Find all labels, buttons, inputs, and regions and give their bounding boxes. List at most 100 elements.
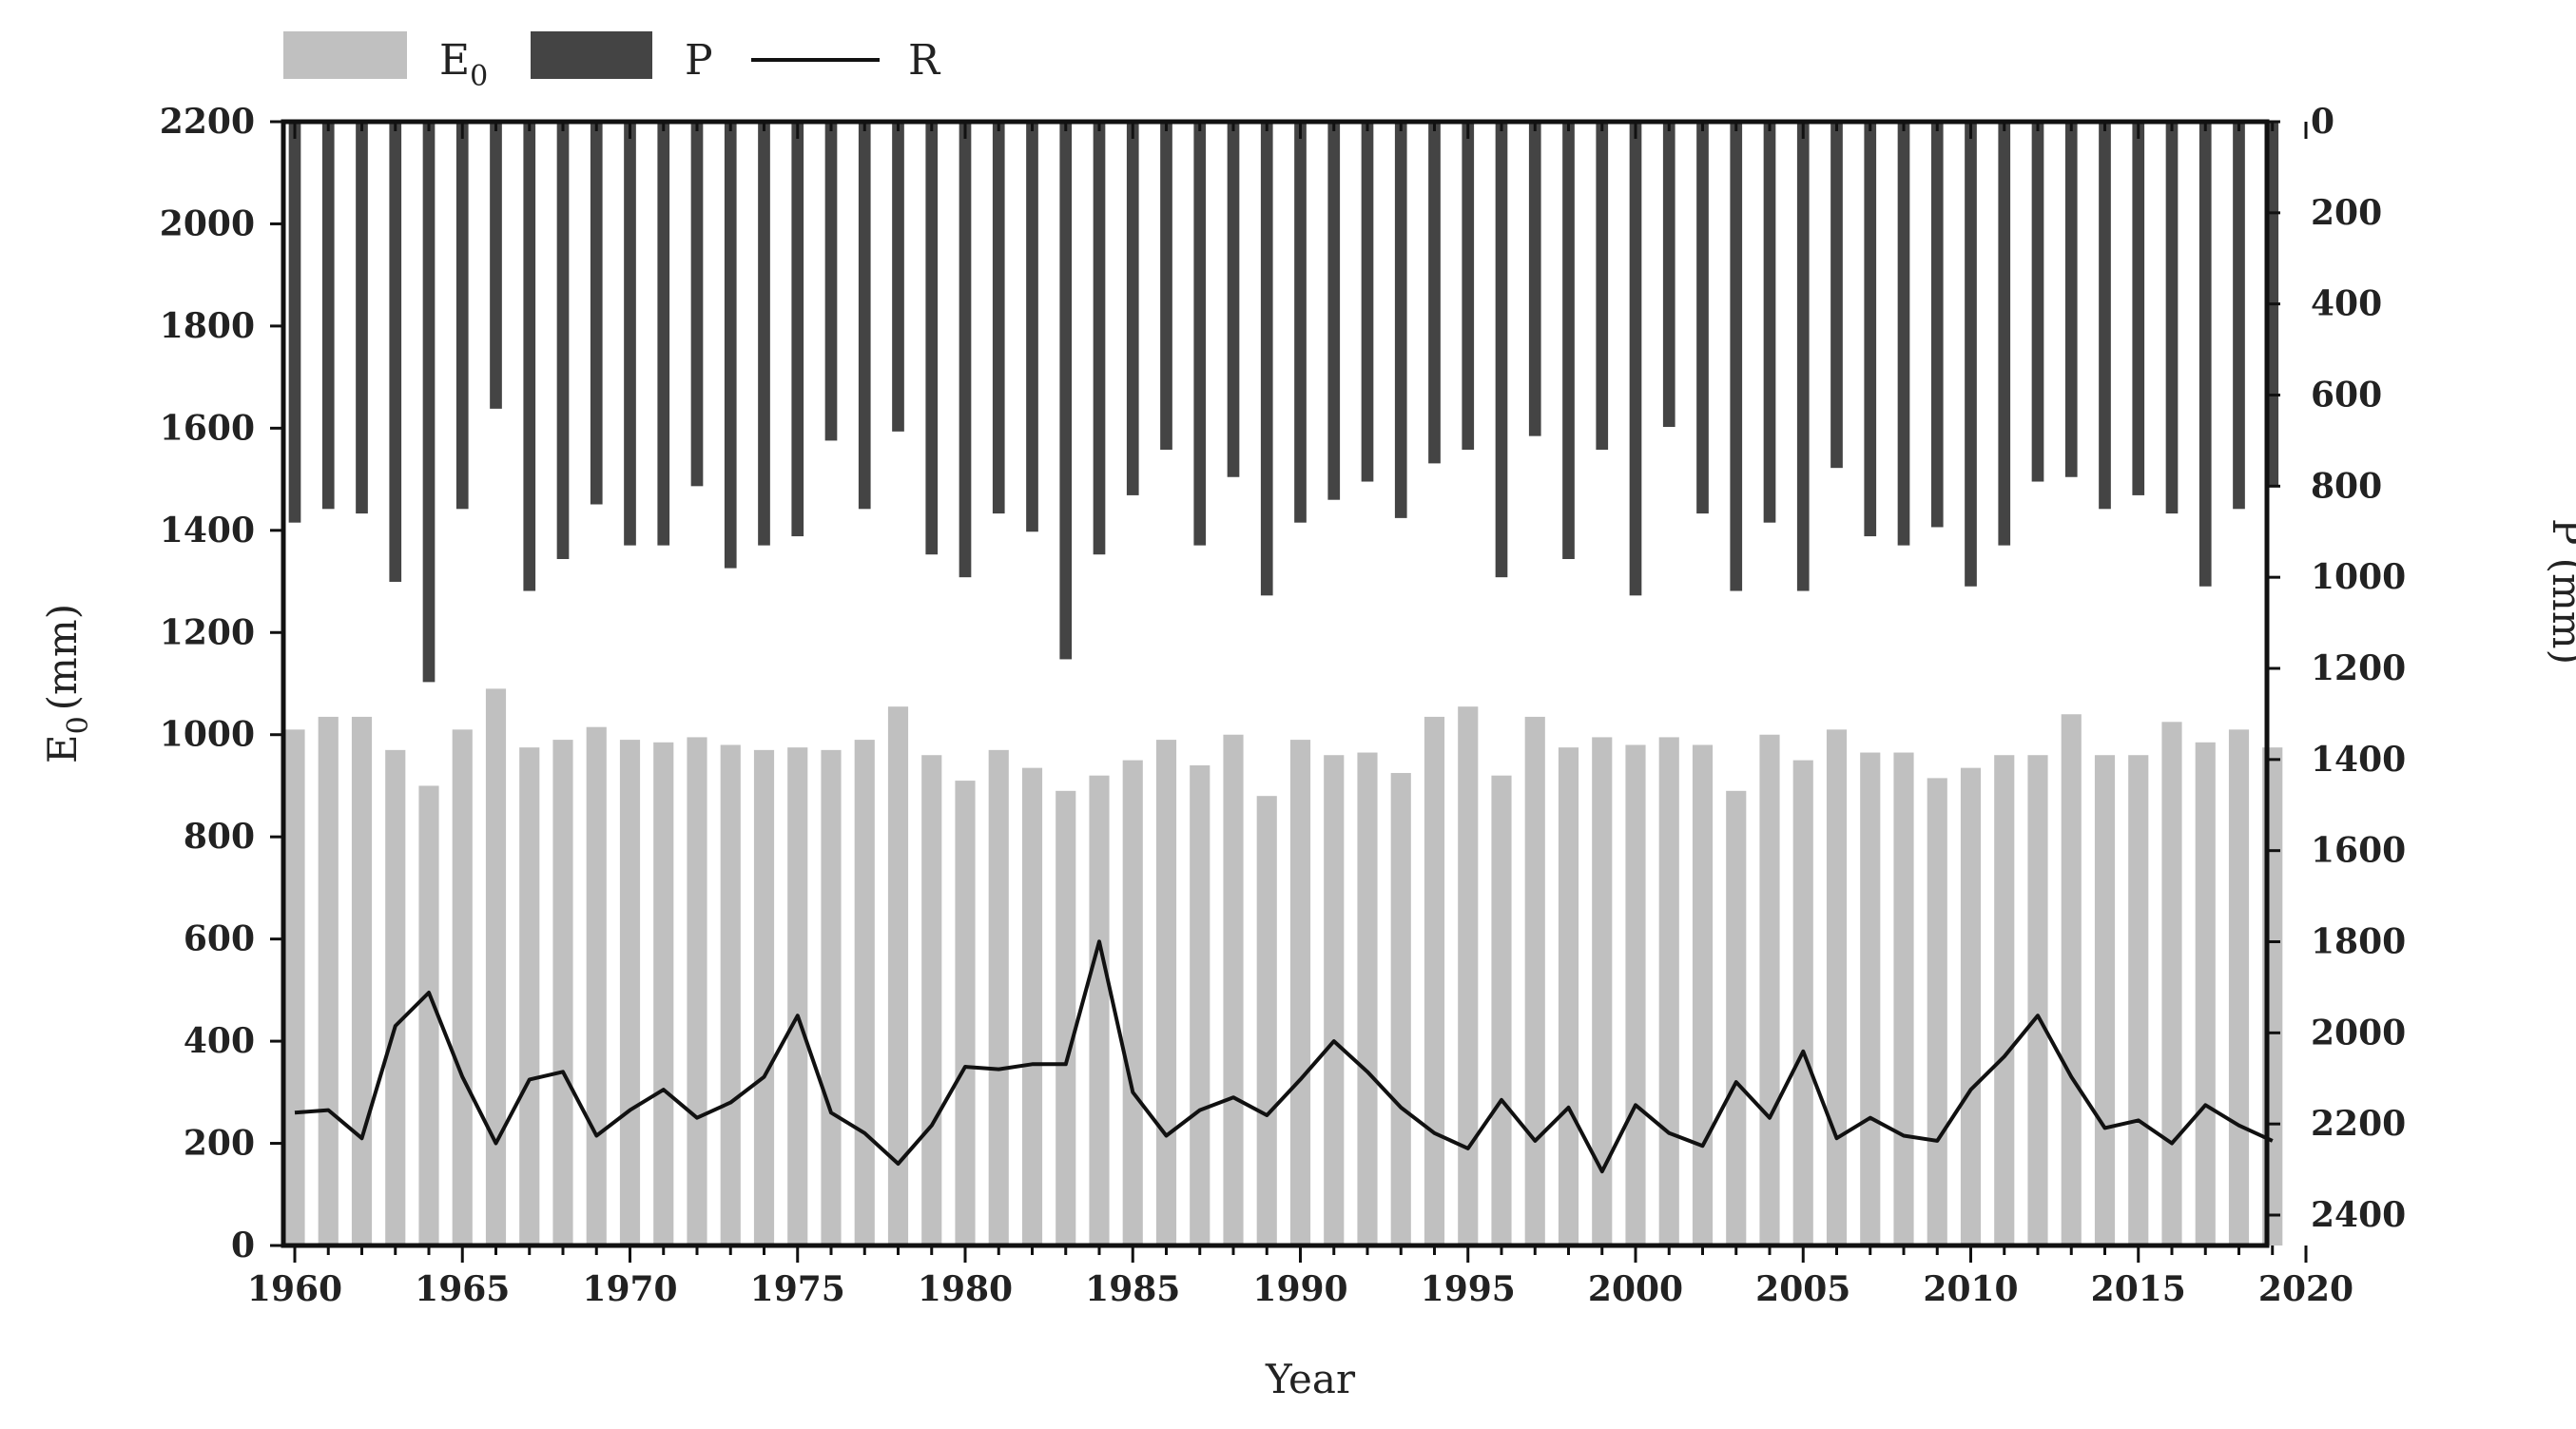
e0-bar (519, 747, 540, 1246)
y-axis-right-title: P (mm) (2544, 518, 2576, 665)
y-left-tick-label: 0 (231, 1226, 255, 1265)
p-bar (1696, 122, 1709, 514)
e0-bar (787, 747, 808, 1246)
e0-bar (1893, 752, 1914, 1246)
p-bar (2132, 122, 2145, 495)
p-bar (992, 122, 1005, 514)
e0-bar (284, 729, 305, 1246)
p-bar (1528, 122, 1541, 436)
p-bar (1361, 122, 1374, 482)
p-bar (1026, 122, 1038, 532)
y-left-tick-label: 1000 (160, 715, 255, 755)
p-bar (2064, 122, 2078, 477)
p-bar (1830, 122, 1843, 469)
p-bar (1193, 122, 1207, 546)
y-left-tick-label: 2000 (160, 203, 255, 243)
e0-bar (418, 785, 439, 1246)
e0-bar (1021, 767, 1043, 1246)
e0-bar (1458, 706, 1479, 1246)
legend: E0 P R (283, 31, 941, 93)
y-left-tick-label: 400 (184, 1021, 255, 1061)
p-bar (1495, 122, 1508, 578)
p-bar (2099, 122, 2111, 510)
p-bar (1126, 122, 1139, 495)
e0-bar (2094, 755, 2116, 1246)
e0-bar (1056, 790, 1076, 1246)
e0-bar (1491, 775, 1512, 1246)
p-bar (1629, 122, 1642, 596)
y-right-tick-label: 2200 (2311, 1104, 2406, 1144)
e0-bar (552, 740, 573, 1246)
e0-bar (1927, 778, 1947, 1246)
y-right-tick-label: 1800 (2311, 922, 2406, 962)
x-tick-label: 1990 (1252, 1269, 1347, 1309)
y-left-tick-label: 800 (184, 817, 255, 857)
e0-bar (1860, 752, 1881, 1246)
e0-bar (1190, 764, 1211, 1246)
e0-bar (921, 755, 942, 1246)
x-axis-title: Year (1265, 1356, 1356, 1402)
e0-bar (1122, 760, 1143, 1246)
p-bar (523, 122, 536, 591)
legend-r-label: R (908, 36, 941, 85)
y-left-tick-label: 600 (184, 919, 255, 959)
p-bar (892, 122, 904, 432)
y-right-tick-label: 1200 (2311, 648, 2406, 688)
e0-bar (955, 781, 976, 1246)
y-right-tick-label: 800 (2311, 466, 2382, 506)
e0-bar (1592, 737, 1613, 1246)
e0-bar (385, 749, 406, 1246)
y-right-tick-label: 600 (2311, 376, 2382, 415)
p-bar (959, 122, 972, 578)
e0-bar (351, 716, 373, 1246)
e0-bar (1726, 790, 1747, 1246)
p-bar (1093, 122, 1106, 555)
e0-bar (1625, 744, 1646, 1246)
p-bar (1462, 122, 1475, 450)
y-right-tick-label: 2400 (2311, 1195, 2406, 1235)
e0-bar (1256, 796, 1277, 1246)
p-bar (1897, 122, 1910, 546)
e0-bar (619, 740, 641, 1246)
p-bar (2198, 122, 2212, 587)
e0-bar (821, 749, 842, 1246)
e0-bar (1424, 716, 1445, 1246)
y-right-tick-label: 1000 (2311, 557, 2406, 597)
e0-bars (284, 688, 2283, 1246)
e0-bar (687, 737, 707, 1246)
legend-e0-label: E0 (439, 36, 488, 93)
p-bar (1160, 122, 1172, 450)
p-bar (690, 122, 704, 487)
legend-p-label: P (685, 36, 713, 85)
p-bar (389, 122, 402, 582)
e0-bar (1558, 747, 1579, 1246)
p-bar (1227, 122, 1240, 477)
legend-e0-swatch (283, 31, 407, 79)
p-bar (1562, 122, 1575, 559)
e0-bar (1223, 734, 1244, 1246)
p-bar (1596, 122, 1609, 450)
y-right-tick-label: 2000 (2311, 1013, 2406, 1052)
p-bar (1260, 122, 1273, 596)
e0-bar (2061, 714, 2082, 1246)
p-bar (288, 122, 301, 523)
e0-bar (887, 706, 909, 1246)
e0-bar (2228, 729, 2250, 1246)
e0-bar (485, 688, 507, 1246)
e0-bar (1324, 755, 1345, 1246)
y-left-tick-label: 1200 (160, 612, 255, 652)
e0-bar (318, 716, 339, 1246)
e0-bar (586, 726, 607, 1246)
p-bar (1394, 122, 1407, 518)
p-bar (2031, 122, 2044, 482)
y-right-tick-label: 400 (2311, 284, 2382, 324)
y-right-tick-label: 1600 (2311, 831, 2406, 871)
p-bar (724, 122, 737, 569)
y-axis-left: 0 200 400 600 800 1000 1200 1400 1600 1800 2000 220… (160, 102, 283, 1265)
p-bar (824, 122, 838, 441)
p-bar (356, 122, 368, 514)
e0-bar (2027, 755, 2048, 1246)
e0-bar (1692, 744, 1714, 1246)
x-tick-label: 1995 (1421, 1269, 1516, 1309)
